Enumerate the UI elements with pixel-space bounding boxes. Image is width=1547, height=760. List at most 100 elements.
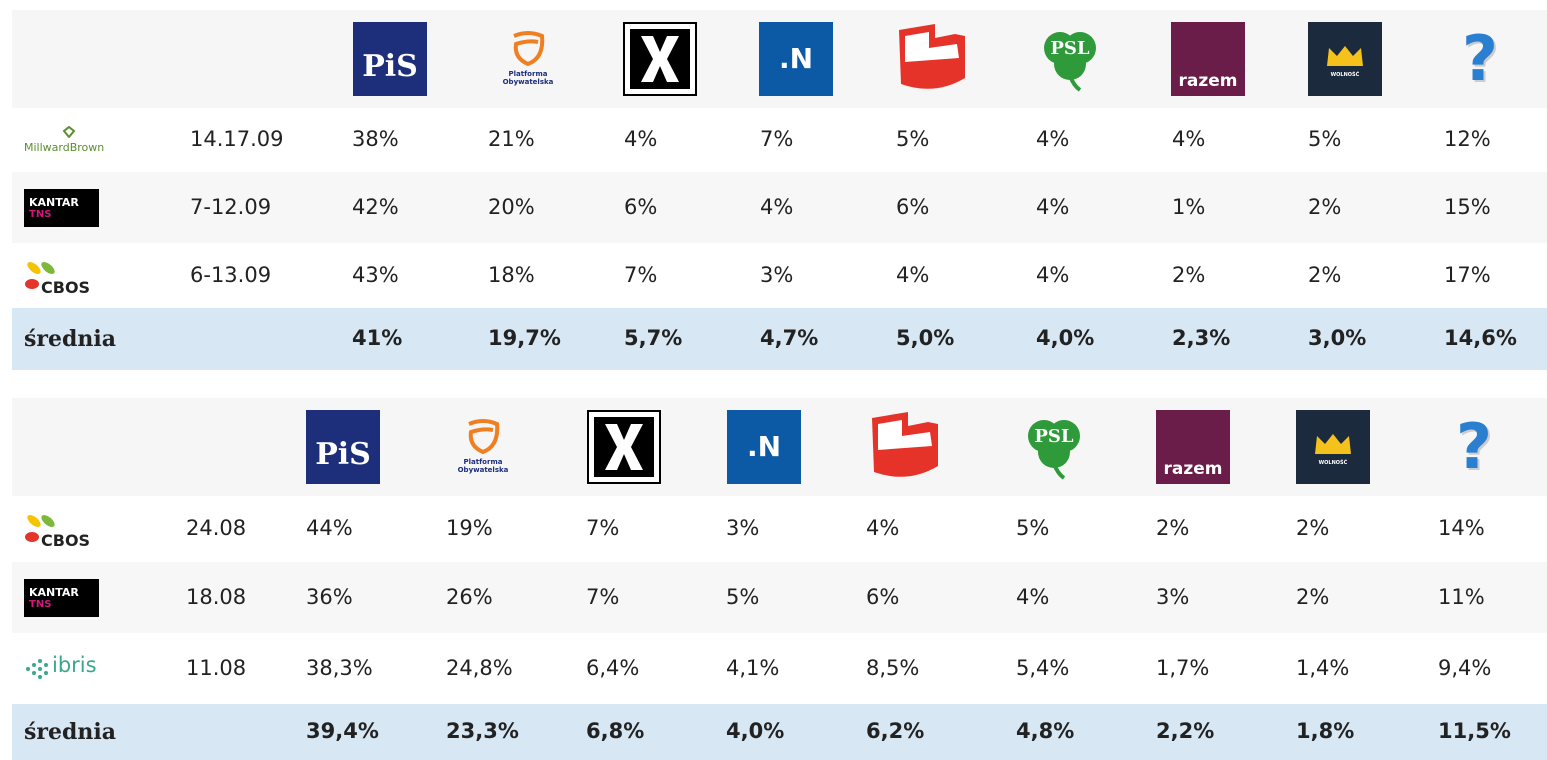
value-cell: 3% (726, 516, 760, 540)
average-value: 6,2% (866, 719, 925, 743)
average-row (12, 704, 1547, 760)
cbos-text: CBOS (41, 531, 91, 550)
value-cell: 2% (1308, 262, 1342, 287)
mb-text: MillwardBrown (24, 141, 105, 154)
value-cell: 3% (1156, 584, 1190, 609)
value-cell: 2% (1296, 584, 1330, 609)
sld-logo (899, 24, 965, 89)
average-value: 23,3% (446, 719, 519, 743)
value-cell: 7% (586, 584, 620, 609)
kukiz-logo (623, 22, 697, 96)
value-cell: 42% (352, 194, 399, 219)
value-cell: 18% (488, 262, 535, 287)
value-cell: 6% (866, 584, 900, 609)
value-cell: 2% (1172, 262, 1206, 287)
crown (1315, 434, 1351, 454)
average-label: średnia (24, 719, 116, 745)
value-cell: 4% (1172, 127, 1206, 151)
date-cell: 6-13.09 (190, 262, 272, 287)
ibris-icon (26, 658, 48, 679)
value-cell: 8,5% (866, 655, 920, 680)
psl-text: PSL (1050, 38, 1090, 59)
value-cell: 5% (726, 584, 760, 609)
psl-text: PSL (1034, 426, 1074, 447)
value-cell: 1,4% (1296, 655, 1350, 680)
kantar-text: KANTAR (29, 195, 79, 209)
value-cell: 5% (1016, 516, 1050, 540)
average-value: 4,7% (760, 326, 819, 350)
value-cell: 6,4% (586, 655, 640, 680)
po-logo-mark (513, 31, 545, 67)
value-cell: 19% (446, 516, 493, 540)
mb-icon (62, 126, 76, 138)
value-cell: 4% (1036, 194, 1070, 219)
cbos-icon (25, 515, 55, 542)
value-cell: 5% (1308, 127, 1342, 151)
question-logo: ? (1456, 410, 1492, 483)
value-cell: 14% (1438, 516, 1485, 540)
average-value: 14,6% (1444, 326, 1517, 350)
value-cell: 20% (488, 194, 535, 219)
po-logo-mark (468, 419, 500, 455)
value-cell: 5% (896, 127, 930, 151)
value-cell: 17% (1444, 262, 1491, 287)
value-cell: 11% (1438, 584, 1485, 609)
data-row (12, 172, 1547, 244)
value-cell: 4% (1036, 127, 1070, 151)
data-row (12, 633, 1547, 705)
psl-clover (1044, 32, 1096, 92)
value-cell: 3% (760, 262, 794, 287)
value-cell: 36% (306, 584, 353, 609)
value-cell: 9,4% (1438, 655, 1492, 680)
average-value: 2,2% (1156, 719, 1215, 743)
value-cell: 44% (306, 516, 353, 540)
average-value: 2,3% (1172, 326, 1231, 350)
n-logo: .N (727, 410, 801, 484)
po-logo-text: Platforma Obywatelska (502, 70, 554, 86)
value-cell: 7% (624, 262, 658, 287)
date-cell: 18.08 (186, 584, 247, 609)
value-cell: 2% (1308, 194, 1342, 219)
date-cell: 11.08 (186, 655, 247, 680)
value-cell: 5,4% (1016, 655, 1070, 680)
value-cell: 7% (760, 127, 794, 151)
psl-clover (1028, 420, 1080, 480)
value-cell: 1,7% (1156, 655, 1210, 680)
value-cell: 4,1% (726, 655, 780, 680)
average-value: 19,7% (488, 326, 561, 350)
cbos-text: CBOS (41, 277, 91, 297)
value-cell: 7% (586, 516, 620, 540)
average-value: 5,7% (624, 326, 683, 350)
po-logo-text: Platforma Obywatelska (457, 458, 509, 474)
average-value: 6,8% (586, 719, 645, 743)
average-row (12, 308, 1547, 370)
average-value: 39,4% (306, 719, 379, 743)
value-cell: 4% (1036, 262, 1070, 287)
value-cell: 6% (896, 194, 930, 219)
value-cell: 38% (352, 127, 399, 151)
kantar-logo (24, 188, 99, 227)
average-value: 5,0% (896, 326, 955, 350)
ibris-text: ibris (52, 652, 97, 677)
average-value: 4,0% (1036, 326, 1095, 350)
n-logo: .N (759, 22, 833, 96)
question-logo: ? (1462, 22, 1498, 95)
data-row (12, 243, 1547, 309)
value-cell: 4% (866, 516, 900, 540)
value-cell: 6% (624, 194, 658, 219)
value-cell: 26% (446, 584, 493, 609)
sld-logo (872, 412, 938, 477)
date-cell: 7-12.09 (190, 194, 272, 219)
average-label: średnia (24, 326, 116, 352)
average-value: 3,0% (1308, 326, 1367, 350)
average-value: 41% (352, 326, 403, 350)
value-cell: 4% (760, 194, 794, 219)
value-cell: 43% (352, 262, 399, 287)
value-cell: 12% (1444, 127, 1491, 151)
average-value: 4,0% (726, 719, 785, 743)
value-cell: 1% (1172, 194, 1206, 219)
kukiz-logo (587, 410, 661, 484)
wolnosc-text: WOLNOŚĆ (1318, 460, 1348, 466)
crown (1327, 46, 1363, 66)
